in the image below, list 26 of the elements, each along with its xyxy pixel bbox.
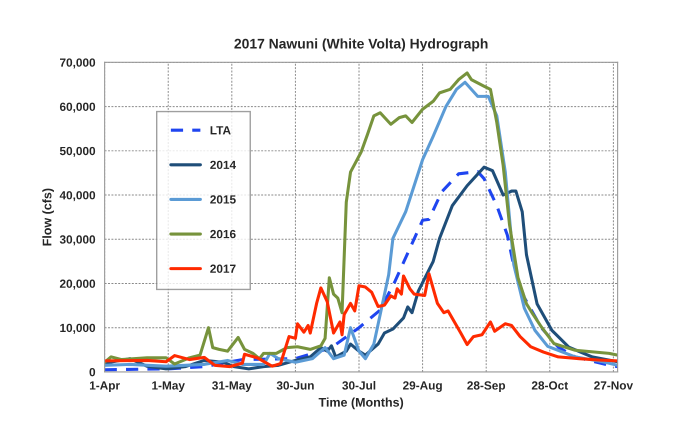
x-tick-label: 1-Apr <box>90 381 120 392</box>
y-tick-label: 0 <box>90 368 96 376</box>
y-tick-label: 50,000 <box>60 146 96 157</box>
x-tick-label: 31-May <box>212 381 252 392</box>
x-tick-label: 28-Oct <box>532 381 568 390</box>
legend-label: LTA <box>210 126 231 134</box>
y-tick-label: 20,000 <box>60 280 96 290</box>
x-tick-label: 27-Nov <box>594 381 634 390</box>
y-tick-label: 30,000 <box>60 235 96 246</box>
x-tick-label: 28-Sep <box>467 381 506 392</box>
y-tick-label: 60,000 <box>60 102 96 113</box>
y-tick-label: 70,000 <box>60 58 96 68</box>
chart-title: 2017 Nawuni (White Volta) Hydrograph <box>234 38 488 52</box>
x-tick-label: 30-Jul <box>342 380 376 390</box>
legend-label: 2014 <box>210 160 236 170</box>
legend-label: 2016 <box>210 230 236 238</box>
line-series <box>104 272 618 368</box>
y-tick-label: 10,000 <box>60 324 96 334</box>
legend-label: 2015 <box>210 195 236 204</box>
x-axis-title: Time (Months) <box>318 398 404 410</box>
legend-label: 2017 <box>210 264 236 273</box>
x-tick-label: 30-Jun <box>276 381 314 390</box>
y-tick-label: 40,000 <box>60 191 96 202</box>
x-tick-label: 1-May <box>152 381 185 392</box>
x-tick-label: 29-Aug <box>403 381 442 392</box>
y-axis-title: Flow (cfs) <box>42 188 54 246</box>
